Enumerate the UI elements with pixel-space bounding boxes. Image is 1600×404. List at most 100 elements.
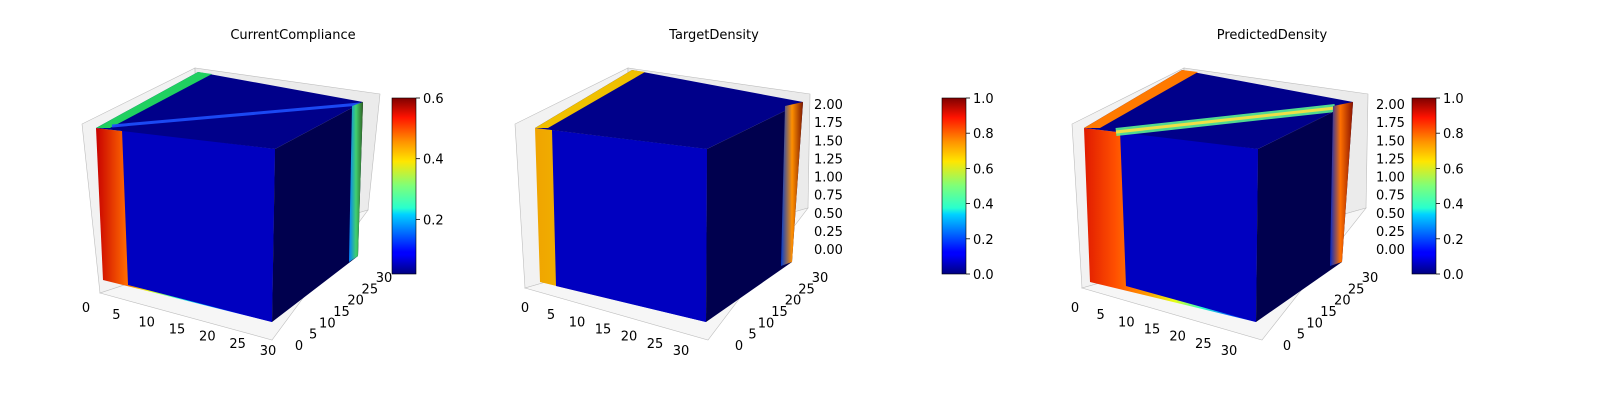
- z-tick-label: 2.00: [1376, 98, 1405, 113]
- panel-title: PredictedDensity: [1217, 28, 1328, 43]
- y-tick-label: 30: [1362, 271, 1379, 286]
- cube-top-edge: [535, 70, 645, 128]
- y-tick-label: 5: [1297, 328, 1305, 343]
- z-tick-label: 0.00: [1376, 243, 1405, 258]
- voxel-cube: [535, 70, 803, 322]
- y-tick-label: 10: [319, 316, 336, 331]
- x-tick-label: 25: [647, 337, 664, 352]
- cube-top-face: [96, 72, 363, 149]
- colorbar-tick-label: 0.4: [423, 153, 444, 168]
- cube-right-edge: [1330, 102, 1353, 266]
- colorbar-tick-label: 1.0: [1443, 92, 1464, 107]
- y-tick-label: 0: [735, 339, 743, 354]
- colorbar-tick-label: 0.6: [973, 162, 994, 177]
- y-tick-label: 20: [347, 294, 364, 309]
- x-tick-label: 0: [521, 301, 529, 316]
- y-tick-label: 30: [376, 271, 393, 286]
- y-tick-label: 15: [1320, 305, 1337, 320]
- y-tick-label: 15: [333, 305, 350, 320]
- y-tick-label: 5: [309, 328, 317, 343]
- x-tick-label: 15: [169, 323, 186, 338]
- x-tick-label: 20: [199, 330, 216, 345]
- z-tick-label: 0.75: [814, 189, 843, 204]
- panel-target-density: TargetDensity 0 5 10 15 20 25 30 0510152025300.…: [514, 28, 994, 359]
- y-tick-label: 10: [1306, 316, 1323, 331]
- panel-current-compliance: CurrentCompliance 0 5 10 15 20 25 30 0510152025…: [81, 28, 444, 359]
- x-tick-label: 30: [260, 344, 277, 359]
- x-tick-label: 15: [595, 323, 612, 338]
- x-tick-label: 10: [138, 315, 155, 330]
- colorbar-tick-label: 0.2: [1443, 233, 1464, 248]
- y-tick-label: 15: [771, 305, 788, 320]
- z-tick-label: 0.50: [814, 207, 843, 222]
- x-tick-label: 10: [569, 315, 586, 330]
- colorbar-tick-label: 0.8: [1443, 127, 1464, 142]
- cube-front-interior: [1120, 130, 1258, 322]
- colorbar-tick-label: 0.2: [423, 213, 444, 228]
- colorbar-tick-label: 0.6: [1443, 162, 1464, 177]
- colorbar-tick-label: 0.4: [973, 198, 994, 213]
- axis-ticks: 0 5 10 15 20 25 30 0510152025300.000.250.500.75…: [521, 98, 843, 359]
- z-tick-label: 1.50: [814, 134, 843, 149]
- colorbar-tick-label: 0.4: [1443, 198, 1464, 213]
- colorbar-tick-label: 0.8: [973, 127, 994, 142]
- cube-top-edge: [96, 72, 212, 128]
- cube-right-face: [1256, 102, 1353, 322]
- y-tick-label: 10: [758, 316, 775, 331]
- z-tick-label: 1.25: [1376, 152, 1405, 167]
- panel-predicted-density: PredictedDensity 0 5 10 15 20 25 30 05101520253…: [1071, 28, 1464, 359]
- panel-title: CurrentCompliance: [230, 28, 355, 43]
- y-tick-label: 25: [1348, 282, 1365, 297]
- top-diagonal-band: [111, 102, 361, 128]
- voxel-cube: [96, 72, 363, 322]
- x-tick-label: 0: [1071, 301, 1079, 316]
- x-tick-label: 30: [1221, 344, 1238, 359]
- y-tick-label: 25: [798, 282, 815, 297]
- colorbar-tick-label: 0.0: [973, 268, 994, 283]
- z-tick-label: 0.50: [1376, 207, 1405, 222]
- z-tick-label: 0.00: [814, 243, 843, 258]
- y-tick-label: 5: [748, 328, 756, 343]
- colorbar: 0.0 0.2 0.4 0.6 0.8 1.0: [941, 92, 994, 283]
- z-tick-label: 2.00: [814, 98, 843, 113]
- z-tick-label: 1.50: [1376, 134, 1405, 149]
- z-tick-label: 0.75: [1376, 189, 1405, 204]
- colorbar-ticks: 0.2 0.4 0.6: [416, 92, 444, 228]
- colorbar-gradient: [391, 97, 417, 275]
- cube-right-edge: [349, 102, 363, 262]
- y-tick-label: 20: [1334, 294, 1351, 309]
- colorbar-gradient: [1411, 97, 1437, 275]
- y-tick-label: 30: [812, 271, 829, 286]
- cube-right-edge: [781, 102, 803, 266]
- z-tick-label: 0.25: [1376, 225, 1405, 240]
- colorbar-ticks: 0.0 0.2 0.4 0.6 0.8 1.0: [966, 92, 994, 283]
- colorbar-tick-label: 0.0: [1443, 268, 1464, 283]
- colorbar-tick-label: 0.2: [973, 233, 994, 248]
- x-tick-label: 20: [621, 330, 638, 345]
- z-tick-label: 1.75: [1376, 116, 1405, 131]
- x-tick-label: 15: [1144, 323, 1161, 338]
- colorbar-ticks: 0.0 0.2 0.4 0.6 0.8 1.0: [1436, 92, 1464, 283]
- colorbar-tick-label: 0.6: [423, 92, 444, 107]
- panel-title: TargetDensity: [668, 28, 759, 43]
- axis-ticks: 0 5 10 15 20 25 30 0510152025300.000.250.500.75…: [1071, 98, 1405, 359]
- z-tick-label: 1.75: [814, 116, 843, 131]
- colorbar: 0.0 0.2 0.4 0.6 0.8 1.0: [1411, 92, 1464, 283]
- colorbar: 0.2 0.4 0.6: [391, 92, 444, 275]
- z-tick-label: 0.25: [814, 225, 843, 240]
- y-tick-label: 0: [295, 339, 303, 354]
- x-tick-label: 30: [673, 344, 690, 359]
- colorbar-gradient: [941, 97, 967, 275]
- top-diagonal-core: [1115, 106, 1336, 134]
- x-tick-label: 5: [547, 308, 555, 323]
- colorbar-tick-label: 1.0: [973, 92, 994, 107]
- x-tick-label: 10: [1118, 315, 1135, 330]
- y-tick-label: 25: [362, 282, 379, 297]
- x-tick-label: 25: [229, 337, 246, 352]
- z-tick-label: 1.00: [1376, 171, 1405, 186]
- cube-front-interior: [552, 130, 707, 322]
- x-tick-label: 20: [1169, 330, 1186, 345]
